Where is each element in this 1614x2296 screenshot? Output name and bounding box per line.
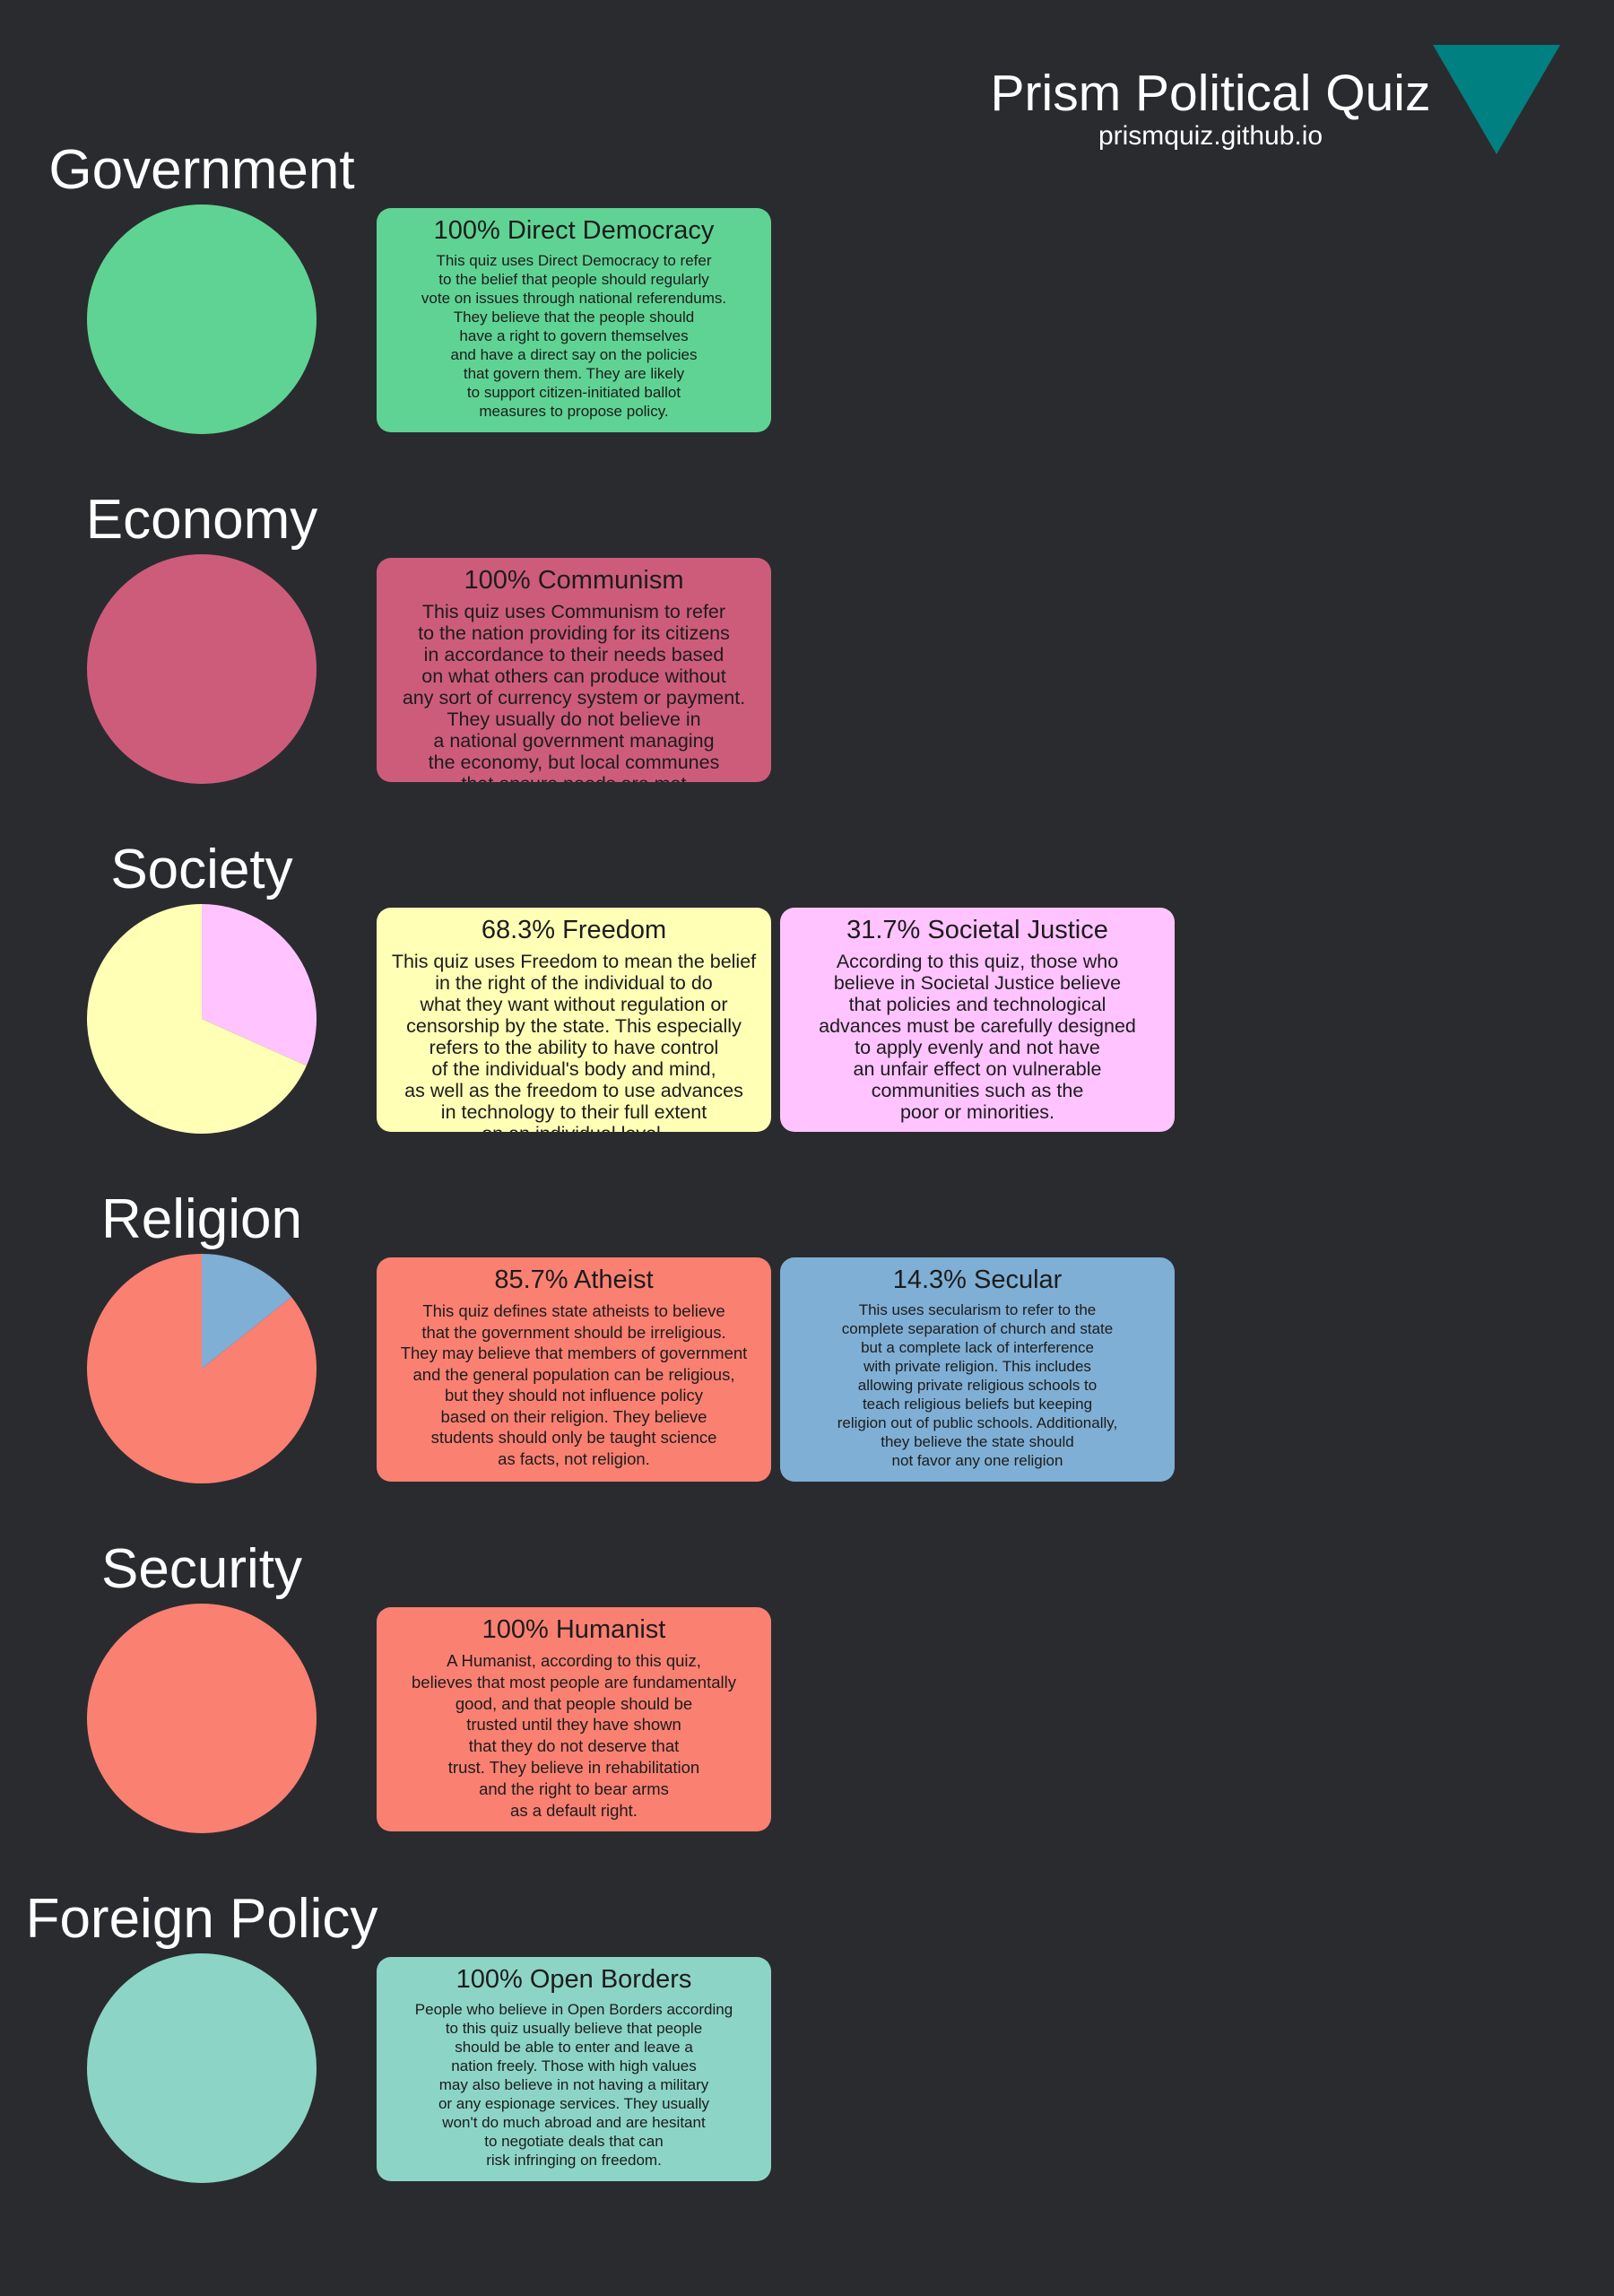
result-description: This quiz defines state atheists to beli… (400, 1301, 748, 1468)
pie-slice (87, 1254, 317, 1483)
section-foreign-policy: Foreign Policy 100% Open Borders People … (0, 1885, 1614, 2235)
result-label: 14.3% Secular (892, 1265, 1063, 1294)
section-title: Religion (100, 1188, 303, 1250)
pie-chart (87, 554, 317, 784)
result-card: 14.3% Secular This uses secularism to re… (780, 1257, 1175, 1482)
result-card: 100% Open Borders People who believe in … (377, 1957, 771, 2181)
prism-triangle-logo-icon (1433, 45, 1560, 154)
pie-slice (202, 904, 317, 1066)
result-description: People who believe in Open Borders accor… (414, 2001, 733, 2169)
result-label: 100% Direct Democracy (433, 216, 715, 245)
result-description: This quiz uses Communism to refer to the… (402, 601, 746, 782)
section-title: Foreign Policy (25, 1888, 378, 1950)
pie-chart (87, 1953, 317, 2183)
quiz-url[interactable]: prismquiz.github.io (1098, 121, 1323, 151)
pie-chart (87, 1254, 317, 1483)
result-description: According to this quiz, those who believ… (819, 951, 1136, 1123)
pie-chart (87, 204, 317, 434)
result-label: 100% Open Borders (456, 1965, 692, 1994)
section-society: Society 68.3% Freedom This quiz uses Fre… (0, 836, 1614, 1186)
pie-slice (202, 1254, 292, 1369)
section-title: Society (110, 839, 293, 900)
pie-slice (87, 204, 317, 434)
result-label: 31.7% Societal Justice (846, 916, 1108, 944)
result-description: This quiz uses Direct Democracy to refer… (421, 252, 727, 420)
logo-triangle (1433, 45, 1560, 154)
section-religion: Religion 85.7% Atheist This quiz defines… (0, 1186, 1614, 1535)
result-card: 100% Direct Democracy This quiz uses Dir… (377, 208, 771, 432)
quiz-title: Prism Political Quiz (990, 65, 1431, 122)
result-label: 68.3% Freedom (481, 916, 667, 944)
section-title: Government (48, 139, 355, 201)
section-economy: Economy 100% Communism This quiz uses Co… (0, 486, 1614, 836)
result-description: A Humanist, according to this quiz, beli… (412, 1651, 736, 1820)
pie-chart (87, 1604, 317, 1833)
result-description: This uses secularism to refer to the com… (837, 1301, 1118, 1469)
section-government: Government 100% Direct Democracy This qu… (0, 136, 1614, 486)
pie-slice (87, 904, 307, 1134)
pie-slice (87, 1953, 317, 2183)
result-card: 31.7% Societal Justice According to this… (780, 908, 1175, 1132)
section-title: Economy (85, 489, 318, 551)
pie-slice (87, 1604, 317, 1833)
result-card: 100% Humanist A Humanist, according to t… (377, 1607, 771, 1831)
section-security: Security 100% Humanist A Humanist, accor… (0, 1535, 1614, 1885)
result-label: 100% Communism (464, 566, 684, 595)
result-description: This quiz uses Freedom to mean the belie… (391, 951, 757, 1132)
result-card: 100% Communism This quiz uses Communism … (377, 558, 771, 782)
pie-chart (87, 904, 317, 1134)
result-card: 85.7% Atheist This quiz defines state at… (377, 1257, 771, 1482)
result-card: 68.3% Freedom This quiz uses Freedom to … (377, 908, 771, 1132)
result-label: 85.7% Atheist (494, 1265, 654, 1294)
section-title: Security (101, 1538, 302, 1600)
result-label: 100% Humanist (482, 1615, 666, 1644)
pie-slice (87, 554, 317, 784)
